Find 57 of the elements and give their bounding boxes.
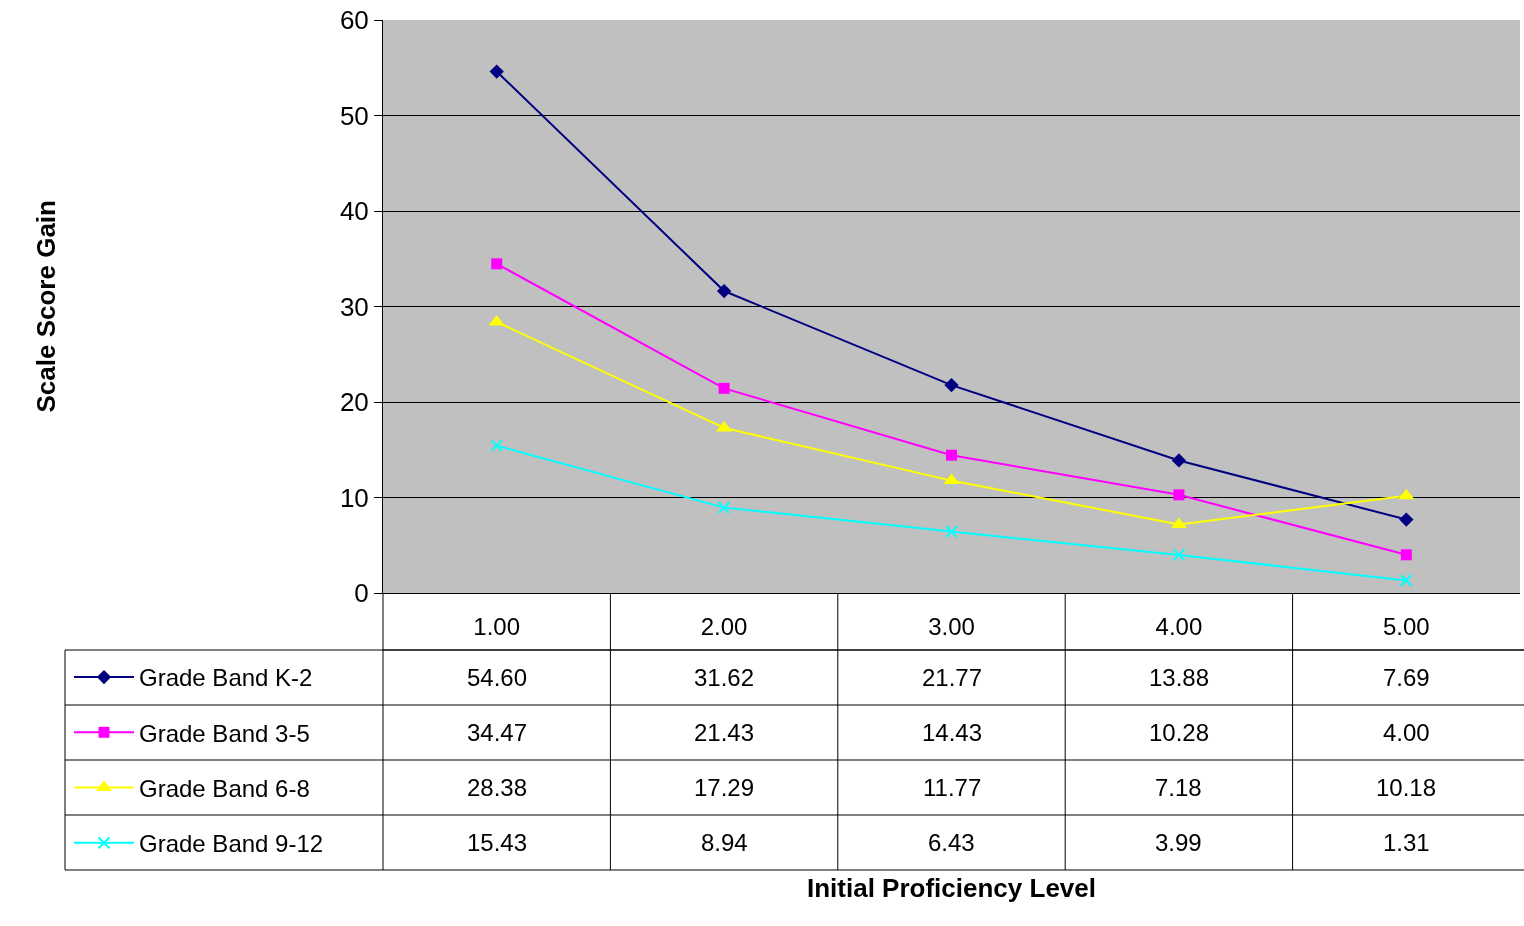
y-tick-label: 40 xyxy=(339,196,369,227)
point xyxy=(1171,453,1187,468)
data-label: 6.43 xyxy=(928,829,975,856)
text: Initial Proficiency Level xyxy=(807,873,1096,903)
point xyxy=(717,501,731,515)
legend-label: Grade Band K-2 xyxy=(139,664,313,692)
point xyxy=(943,473,960,485)
point xyxy=(490,439,504,453)
data-label: 15.43 xyxy=(467,829,528,856)
legend-label: Grade Band 6-8 xyxy=(139,774,310,802)
data-label: 14.43 xyxy=(922,719,983,746)
point xyxy=(718,382,730,394)
data-label: 31.62 xyxy=(694,664,755,691)
data-label: 54.60 xyxy=(467,664,528,691)
y-tick-label: 10 xyxy=(339,482,369,513)
data-label: 10.28 xyxy=(1149,719,1210,746)
x-tick-label: 3.00 xyxy=(928,612,975,640)
point xyxy=(491,258,503,270)
data-label: 4.00 xyxy=(1383,719,1430,746)
point xyxy=(1399,512,1414,527)
point xyxy=(1398,488,1415,500)
point xyxy=(489,64,504,79)
point xyxy=(716,420,733,432)
x-tick-label: 4.00 xyxy=(1155,612,1203,640)
point xyxy=(488,314,505,326)
y-tick-label: 50 xyxy=(339,100,369,131)
data-label: 1.31 xyxy=(1383,829,1430,856)
data-label: 21.77 xyxy=(922,664,983,691)
text: Scale Score Gain xyxy=(30,200,61,413)
y-tick-label: 30 xyxy=(339,291,369,322)
point xyxy=(716,283,732,299)
point xyxy=(945,525,958,539)
data-label: 13.88 xyxy=(1149,664,1210,691)
legend-label: Grade Band 9-12 xyxy=(139,830,324,858)
data-label: 7.18 xyxy=(1155,774,1202,801)
data-label: 3.99 xyxy=(1155,829,1202,856)
y-tick-label: 0 xyxy=(354,578,369,609)
x-tick-label: 2.00 xyxy=(700,612,748,640)
point xyxy=(944,377,959,393)
x-tick-label: 1.00 xyxy=(473,612,521,640)
point xyxy=(1173,489,1185,501)
data-label: 34.47 xyxy=(467,719,528,746)
point xyxy=(1399,573,1413,587)
x-tick-label: 5.00 xyxy=(1382,612,1430,640)
y-tick-label: 60 xyxy=(339,5,369,36)
point xyxy=(1172,548,1186,562)
point xyxy=(1400,549,1412,561)
data-label: 28.38 xyxy=(467,774,528,801)
data-label: 10.18 xyxy=(1376,774,1437,801)
data-label: 17.29 xyxy=(694,774,755,801)
data-label: 7.69 xyxy=(1383,664,1430,691)
data-label: 8.94 xyxy=(701,829,748,856)
point xyxy=(946,449,957,461)
y-tick-label: 20 xyxy=(339,387,369,418)
data-label: 21.43 xyxy=(694,719,755,746)
legend-label: Grade Band 3-5 xyxy=(139,719,310,747)
data-label: 11.77 xyxy=(923,774,982,801)
